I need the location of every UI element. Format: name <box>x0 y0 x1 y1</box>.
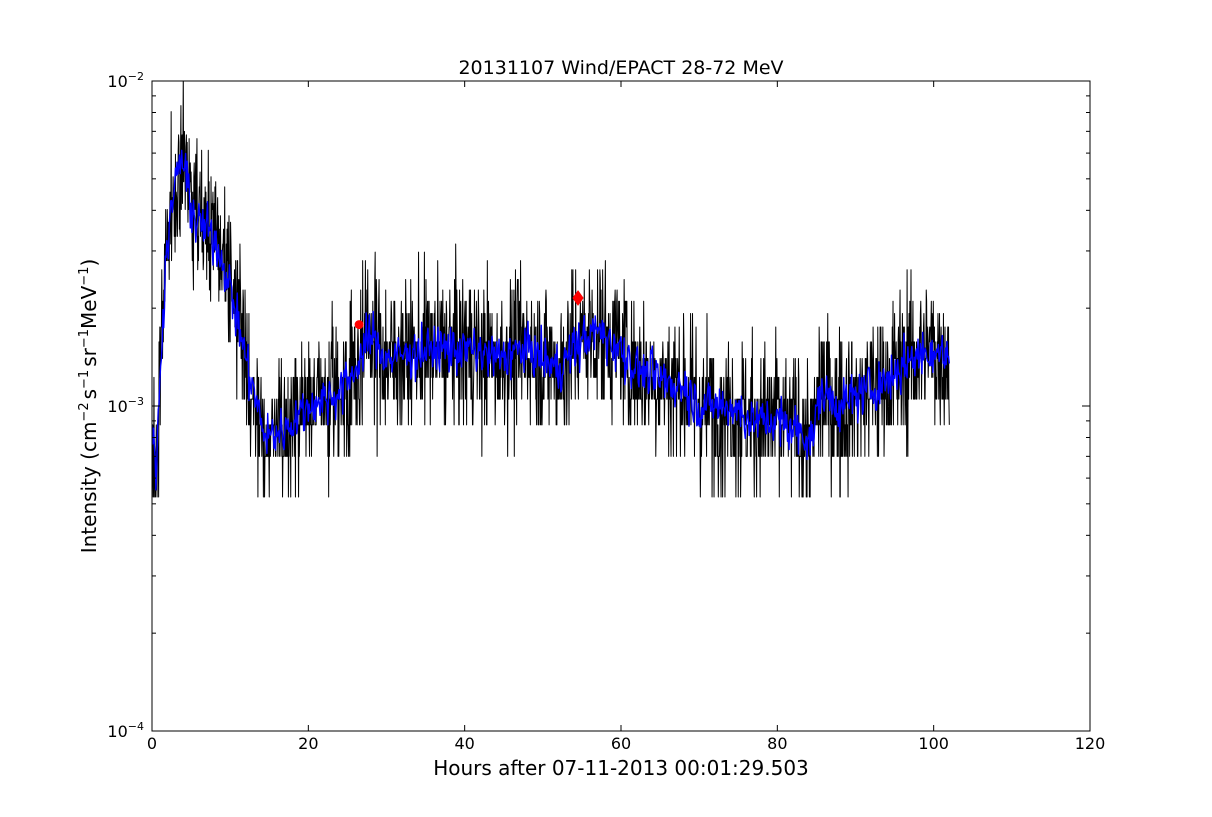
y-tick-label: 10−3 <box>107 395 144 416</box>
y-axis-title-unit-s: s <box>77 389 101 399</box>
y-axis-title-exp-4: −1 <box>77 267 92 286</box>
chart-title: 20131107 Wind/EPACT 28-72 MeV <box>458 57 783 79</box>
x-tick-label: 40 <box>454 734 474 753</box>
x-tick-label: 80 <box>767 734 787 753</box>
y-axis-title-exp-1: −2 <box>77 402 92 421</box>
raw-intensity-series <box>152 81 950 498</box>
y-axis-title-exp-3: −1 <box>77 329 92 348</box>
marker-point-2 <box>572 290 584 306</box>
marker-layer <box>354 290 584 330</box>
x-axis-title: Hours after 07-11-2013 00:01:29.503 <box>433 756 809 780</box>
marker-point-1 <box>354 320 364 330</box>
x-tick-label: 60 <box>611 734 631 753</box>
y-axis-title-suffix: ) <box>77 259 101 267</box>
x-tick-label: 120 <box>1075 734 1106 753</box>
tick-layer <box>151 80 1091 732</box>
tick-label-layer: 0 20 40 60 80 100 120 10−4 10−3 10−2 <box>107 70 1105 753</box>
y-axis-title-prefix: Intensity (cm <box>77 422 101 554</box>
x-tick-label: 0 <box>147 734 157 753</box>
y-axis-title-unit-sr: sr <box>77 347 101 366</box>
series-layer <box>152 81 950 498</box>
y-axis-title: Intensity (cm−2s−1sr−1MeV−1) <box>77 259 101 554</box>
y-tick-label: 10−4 <box>107 720 144 741</box>
y-axis-title-exp-2: −1 <box>77 370 92 389</box>
y-axis-title-unit-mev: MeV <box>77 285 101 329</box>
y-tick-label: 10−2 <box>107 70 144 91</box>
smoothed-intensity-series <box>152 149 950 491</box>
x-tick-label: 100 <box>918 734 949 753</box>
x-tick-label: 20 <box>298 734 318 753</box>
